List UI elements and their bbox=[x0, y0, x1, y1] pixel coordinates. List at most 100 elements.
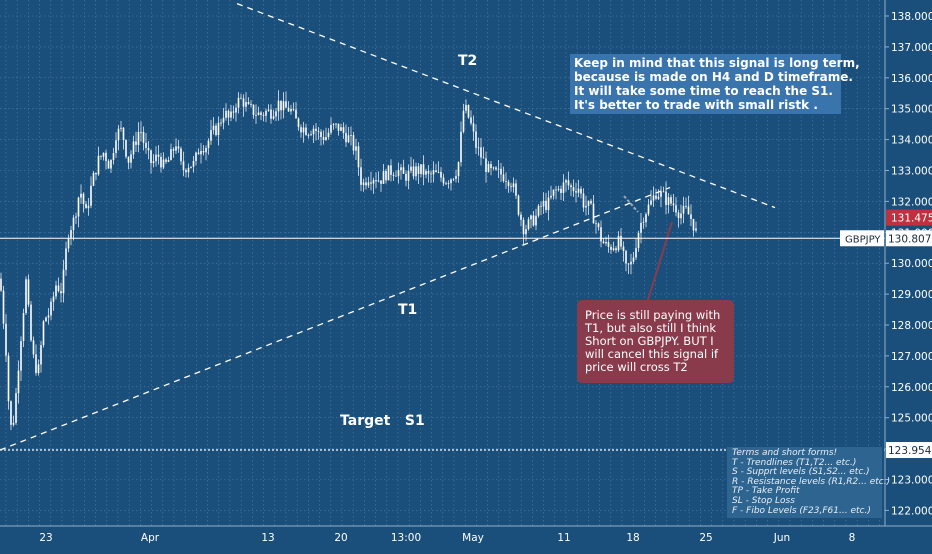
y-tick-label: 136.000 bbox=[891, 73, 932, 85]
y-tick-label: 128.000 bbox=[891, 320, 932, 332]
candle-body bbox=[525, 229, 527, 235]
candle bbox=[335, 122, 337, 129]
candle bbox=[167, 156, 170, 163]
candle bbox=[297, 117, 300, 131]
candle bbox=[25, 276, 27, 315]
candle-body bbox=[605, 241, 607, 244]
candle bbox=[677, 209, 680, 228]
candle-body bbox=[137, 131, 140, 145]
candle-body bbox=[232, 111, 235, 113]
candle-body bbox=[617, 235, 620, 251]
candle bbox=[67, 234, 70, 253]
candle bbox=[435, 163, 437, 173]
candle bbox=[440, 167, 442, 182]
candle-body bbox=[177, 146, 180, 149]
long-term-note[interactable]: Keep in mind that this signal is long te… bbox=[570, 54, 860, 114]
candle-body bbox=[457, 162, 460, 177]
candle bbox=[367, 176, 370, 189]
candle bbox=[185, 168, 187, 178]
candle-body bbox=[415, 166, 417, 177]
terms-legend[interactable]: Terms and short forms! T - Trendlines (T… bbox=[727, 447, 890, 519]
candle-body bbox=[127, 156, 130, 163]
candle-body bbox=[82, 193, 85, 204]
candle bbox=[355, 138, 357, 160]
candle bbox=[592, 194, 595, 224]
candle-body bbox=[685, 205, 687, 207]
candle-body bbox=[62, 269, 65, 294]
candle-body bbox=[445, 183, 447, 185]
candle-body bbox=[482, 157, 485, 159]
candle bbox=[395, 170, 397, 177]
candle bbox=[72, 214, 75, 241]
candle bbox=[127, 156, 130, 170]
candle bbox=[97, 146, 100, 176]
candle-body bbox=[557, 188, 560, 190]
candle-body bbox=[515, 183, 517, 196]
candle-body bbox=[195, 152, 197, 161]
candle-body bbox=[250, 103, 252, 105]
candle-body bbox=[2, 290, 5, 324]
candle bbox=[522, 217, 525, 245]
candle bbox=[287, 101, 290, 113]
candle bbox=[417, 163, 420, 184]
candle bbox=[257, 106, 260, 116]
candle bbox=[472, 115, 475, 141]
candle-body bbox=[425, 170, 427, 175]
candle bbox=[390, 159, 392, 182]
candle bbox=[102, 152, 105, 161]
candle bbox=[130, 150, 132, 169]
candle-body bbox=[652, 195, 655, 201]
candle-body bbox=[327, 132, 330, 138]
candle bbox=[75, 212, 77, 225]
candle bbox=[535, 208, 537, 231]
candle bbox=[560, 185, 562, 200]
candle bbox=[150, 149, 152, 174]
candle-body bbox=[537, 205, 540, 216]
candle-body bbox=[485, 158, 487, 172]
candle-body bbox=[210, 130, 212, 141]
candle-body bbox=[27, 279, 30, 305]
candle-body bbox=[92, 172, 95, 186]
y-tick-label: 126.000 bbox=[891, 382, 932, 394]
candle-body bbox=[282, 101, 285, 111]
candle bbox=[275, 108, 277, 122]
candle bbox=[402, 159, 405, 175]
candle bbox=[225, 103, 227, 121]
candle-body bbox=[192, 160, 195, 167]
candle-body bbox=[590, 200, 592, 204]
candle bbox=[667, 193, 670, 214]
candle-body bbox=[172, 149, 175, 151]
candle bbox=[662, 186, 665, 193]
candle-body bbox=[362, 182, 365, 185]
candle-body bbox=[335, 123, 337, 125]
candle-body bbox=[347, 135, 350, 143]
candle bbox=[40, 340, 42, 373]
candle-body bbox=[255, 114, 257, 116]
candle-body bbox=[542, 200, 545, 207]
candle-body bbox=[585, 205, 587, 208]
candle-body bbox=[147, 147, 150, 151]
candle-body bbox=[437, 171, 440, 173]
short-signal-note[interactable]: Price is still paying with T1, but also … bbox=[577, 300, 734, 383]
candle-body bbox=[377, 180, 380, 182]
candle-body bbox=[247, 102, 250, 104]
candle bbox=[215, 123, 217, 137]
candle bbox=[250, 100, 252, 108]
candle bbox=[695, 221, 697, 233]
candle bbox=[550, 185, 552, 200]
candle bbox=[672, 193, 675, 212]
candle bbox=[485, 151, 487, 183]
candle bbox=[590, 198, 592, 205]
candle-body bbox=[477, 147, 480, 149]
candle-body bbox=[492, 167, 495, 169]
candle-body bbox=[455, 176, 457, 179]
candle bbox=[210, 119, 212, 145]
candle-body bbox=[322, 136, 325, 140]
candle bbox=[157, 145, 160, 165]
candle-body bbox=[655, 195, 657, 199]
candle-body bbox=[470, 117, 472, 124]
candle-body bbox=[17, 370, 20, 394]
candle bbox=[312, 125, 315, 144]
candle-body bbox=[160, 156, 162, 168]
